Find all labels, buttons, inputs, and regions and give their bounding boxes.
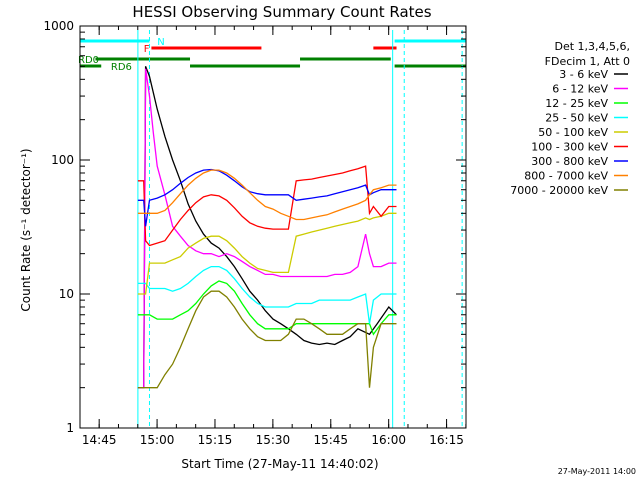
series-line-3 xyxy=(137,265,397,324)
chart-title: HESSI Observing Summary Count Rates xyxy=(132,3,431,21)
legend-label: 50 - 100 keV xyxy=(538,126,608,139)
y-axis: 1 10 100 1000 xyxy=(43,19,466,435)
y-tick-label: 100 xyxy=(51,153,74,167)
y-tick-label: 10 xyxy=(59,287,74,301)
legend-label: 3 - 6 keV xyxy=(559,68,608,81)
legend-label: 800 - 7000 keV xyxy=(524,170,608,183)
x-tick-label: 15:15 xyxy=(198,433,233,447)
series-line-8 xyxy=(137,290,397,389)
state-bar-label-rd0: RD0 xyxy=(78,55,99,66)
legend-label: 12 - 25 keV xyxy=(545,97,608,110)
series-line-5 xyxy=(137,165,397,247)
x-tick-label: 16:15 xyxy=(429,433,464,447)
series-line-1 xyxy=(137,68,397,389)
legend: Det 1,3,4,5,6, FDecim 1, Att 03 - 6 keV 6 … xyxy=(510,40,630,197)
x-tick-label: 14:45 xyxy=(82,433,117,447)
series-line-4 xyxy=(137,212,397,295)
x-tick-label: 15:00 xyxy=(140,433,175,447)
series-group xyxy=(137,66,397,389)
legend-header: FDecim 1, Att 0 xyxy=(545,55,630,68)
y-tick-label: 1 xyxy=(66,421,74,435)
legend-label: 300 - 800 keV xyxy=(531,155,608,168)
legend-header: Det 1,3,4,5,6, xyxy=(554,40,630,53)
series-line-0 xyxy=(137,66,397,389)
legend-label: 7000 - 20000 keV xyxy=(510,184,608,197)
state-bar-label-f: F xyxy=(144,44,150,55)
series-line-7 xyxy=(137,169,397,221)
series-line-6 xyxy=(137,168,397,227)
legend-label: 6 - 12 keV xyxy=(552,83,608,96)
x-tick-label: 15:30 xyxy=(256,433,291,447)
state-bars: NF RD0 RD6 xyxy=(78,37,466,73)
x-tick-label: 16:00 xyxy=(371,433,406,447)
state-bar-label-rd6: RD6 xyxy=(111,62,132,73)
legend-label: 100 - 300 keV xyxy=(531,141,608,154)
legend-label: 25 - 50 keV xyxy=(545,112,608,125)
footer-date: 27-May-2011 14:00 xyxy=(558,467,636,476)
state-bar-label-n: N xyxy=(157,37,164,48)
x-axis-label: Start Time (27-May-11 14:40:02) xyxy=(181,457,378,471)
x-tick-label: 15:45 xyxy=(313,433,348,447)
y-axis-label: Count Rate (s⁻¹ detector⁻¹) xyxy=(19,148,33,311)
y-tick-label: 1000 xyxy=(43,19,74,33)
x-axis: 14:45 15:00 15:15 15:30 15:45 16:00 16:15 xyxy=(82,26,467,447)
